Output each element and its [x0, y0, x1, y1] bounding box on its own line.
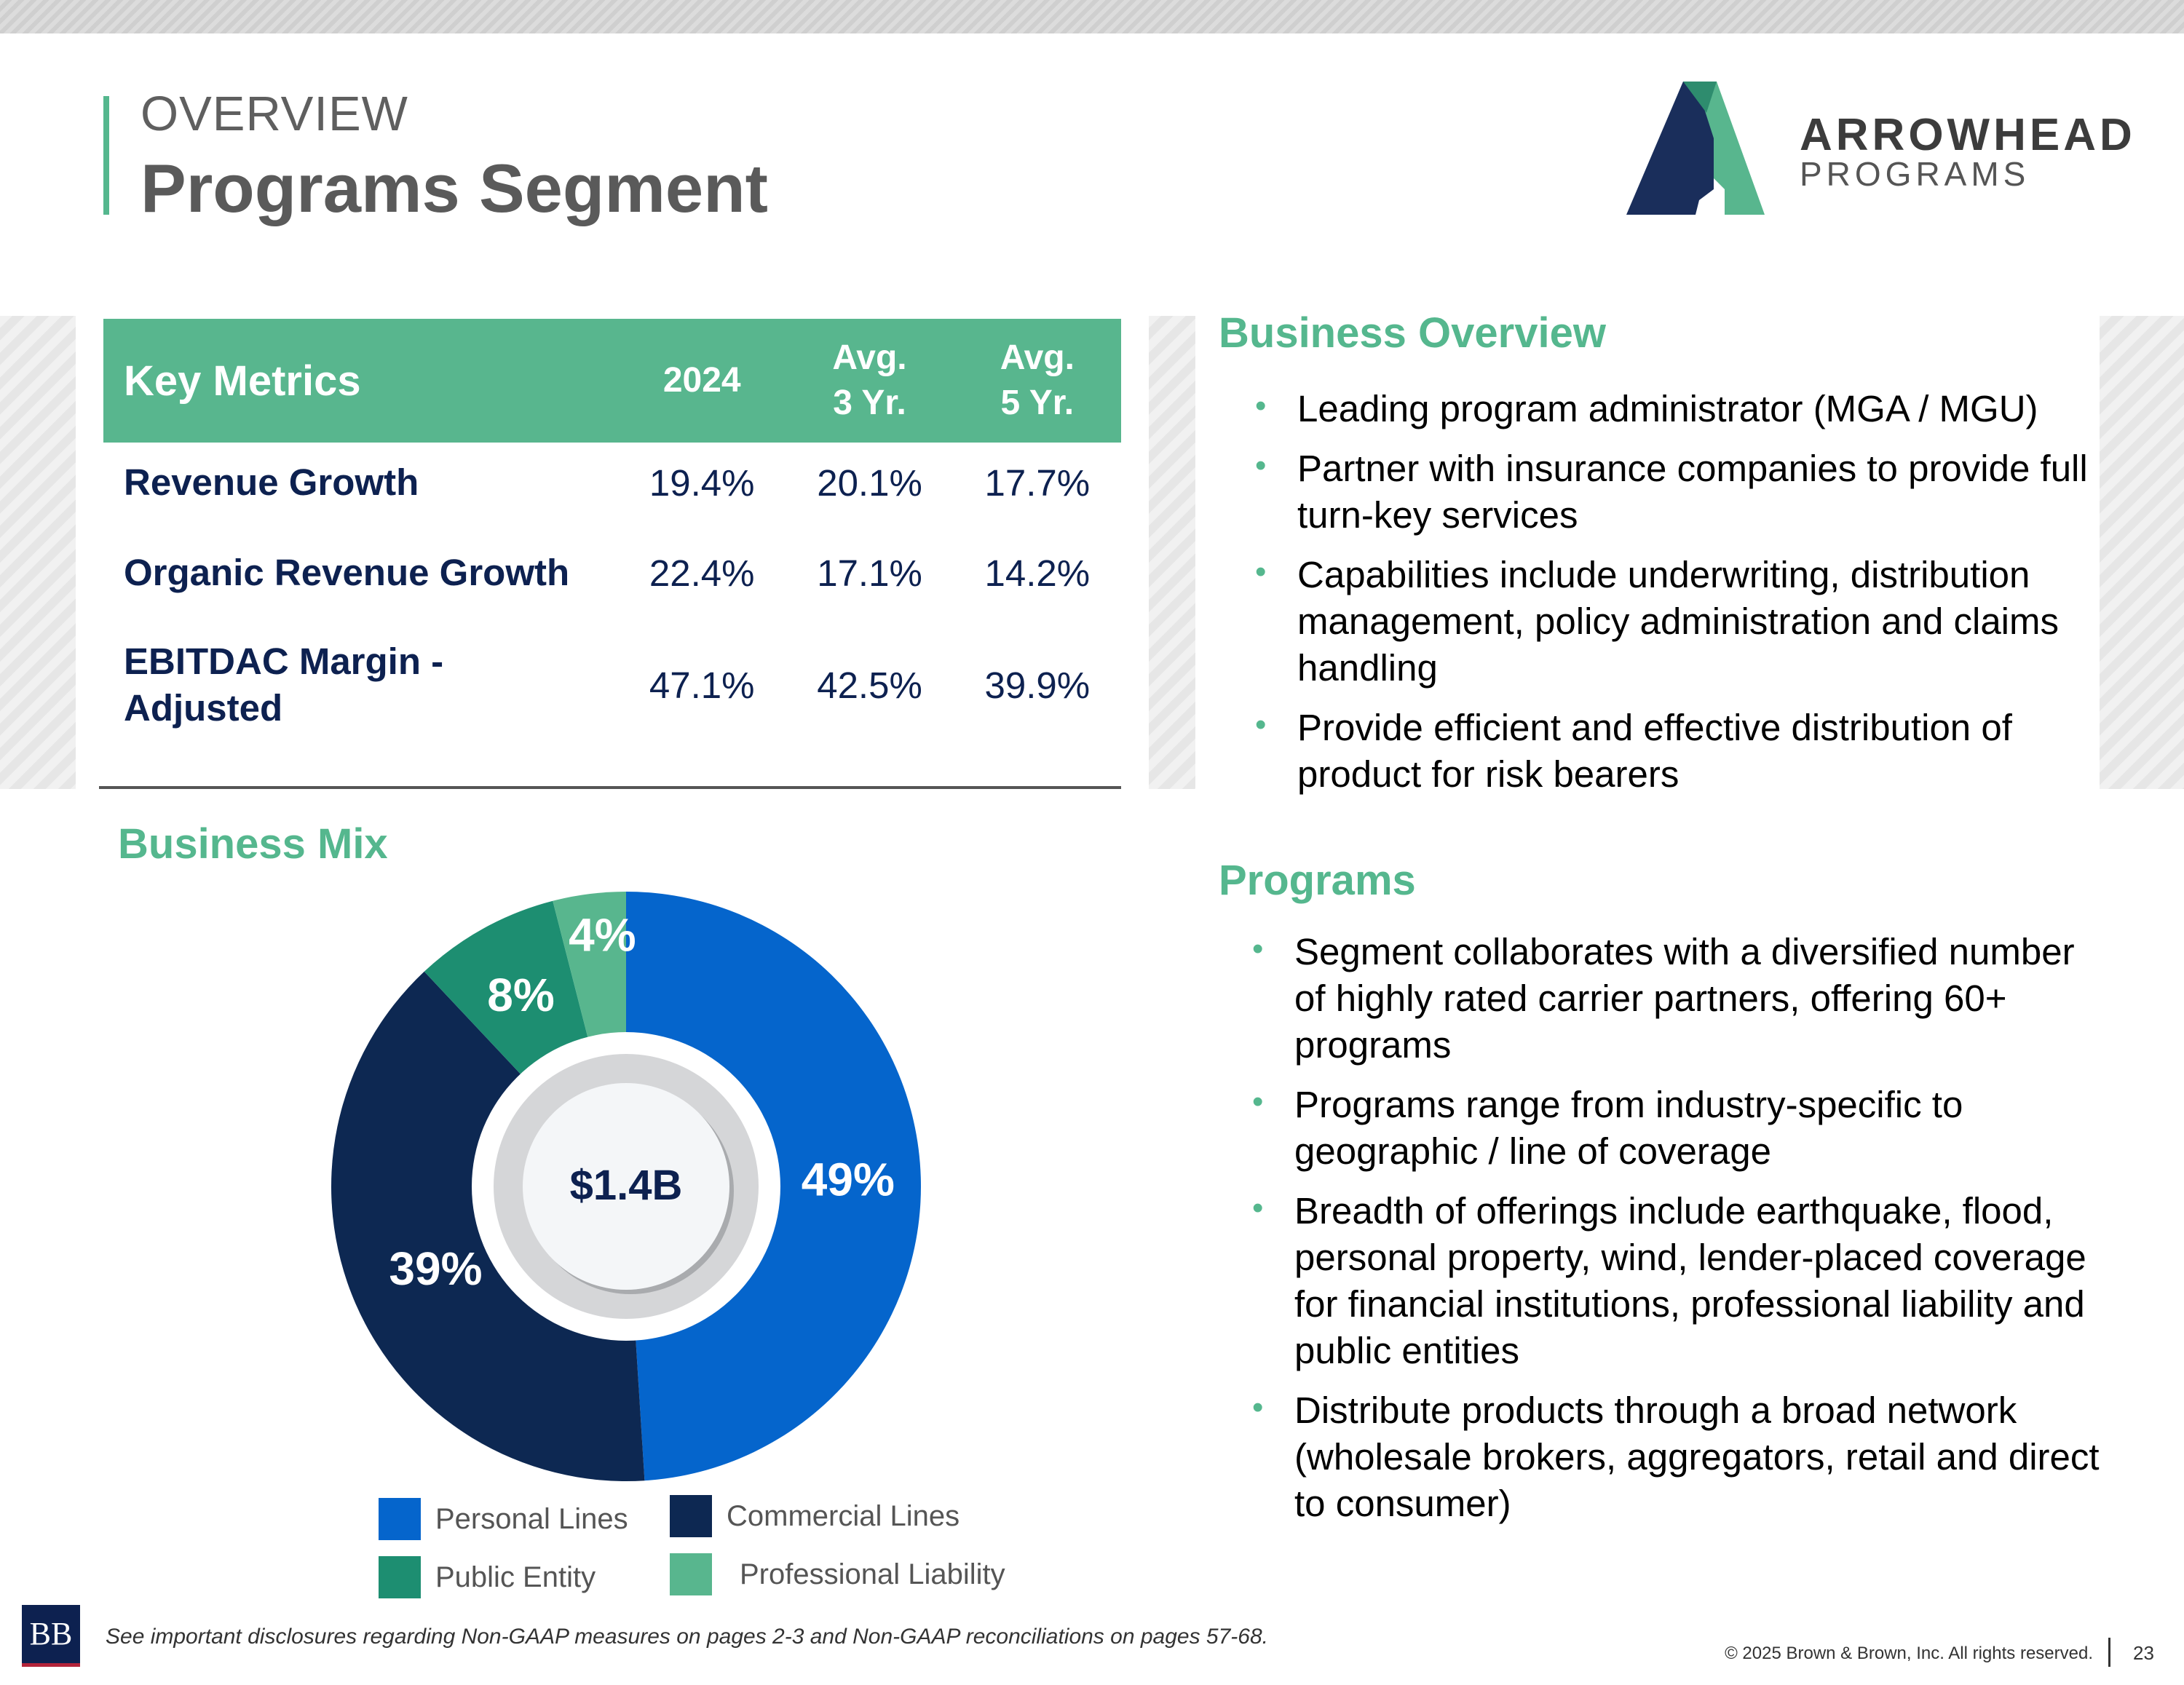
- list-item: • Provide efficient and effective distrib…: [1252, 705, 2111, 798]
- list-item: • Distribute products through a broad net…: [1249, 1387, 2108, 1527]
- page-number: 23: [2133, 1642, 2154, 1664]
- legend-personal-lines: Personal Lines: [379, 1498, 628, 1540]
- list-item: • Partner with insurance companies to pro…: [1252, 445, 2111, 539]
- eyebrow-label: OVERVIEW: [141, 87, 408, 141]
- cell-avg5: 14.2%: [984, 552, 1091, 594]
- list-item: • Breadth of offerings include earthquake…: [1249, 1188, 2108, 1374]
- key-metrics-header: Key Metrics 2024 Avg. 3 Yr. Avg. 5 Yr.: [103, 319, 1121, 443]
- logo-wordmark-top: ARROWHEAD: [1800, 110, 2136, 160]
- copyright-text: © 2025 Brown & Brown, Inc. All rights re…: [1725, 1644, 2093, 1663]
- table-row-ebitdac-margin: EBITDAC Margin - Adjusted 47.1% 42.5% 39.…: [103, 623, 1121, 747]
- cell-avg3: 20.1%: [817, 461, 922, 504]
- bullet-icon: •: [1255, 554, 1267, 590]
- arrowhead-logo: [1626, 82, 1765, 215]
- legend-swatch: [670, 1553, 712, 1595]
- right-side-stripe: [2100, 316, 2184, 789]
- list-item: • Segment collaborates with a diversified…: [1249, 929, 2108, 1069]
- brown-and-brown-logo: BB: [22, 1605, 80, 1663]
- business-overview-heading: Business Overview: [1219, 309, 1606, 357]
- legend-public-entity: Public Entity: [379, 1556, 596, 1598]
- col-header-avg3: Avg. 3 Yr.: [832, 338, 907, 422]
- business-mix-donut-chart: $1.4B 49% 39% 8% 4%: [331, 892, 921, 1481]
- cell-2024: 47.1%: [649, 664, 755, 706]
- row-label: Revenue Growth: [124, 461, 419, 503]
- cell-2024: 19.4%: [649, 461, 755, 504]
- bullet-icon: •: [1255, 448, 1267, 483]
- row-label: EBITDAC Margin - Adjusted: [124, 641, 444, 729]
- donut-label-personal-lines: 49%: [802, 1153, 895, 1205]
- legend-swatch: [670, 1495, 712, 1537]
- cell-avg5: 17.7%: [984, 461, 1091, 504]
- top-stripe: [0, 0, 2184, 33]
- legend-commercial-lines: Commercial Lines: [670, 1495, 960, 1537]
- table-row-revenue-growth: Revenue Growth 19.4% 20.1% 17.7%: [103, 443, 1121, 523]
- cell-avg5: 39.9%: [984, 664, 1091, 706]
- bullet-icon: •: [1252, 1389, 1264, 1425]
- donut-label-commercial-lines: 39%: [389, 1242, 482, 1295]
- logo-right-mark: [1696, 82, 1765, 215]
- key-metrics-table: Key Metrics 2024 Avg. 3 Yr. Avg. 5 Yr. Rev…: [103, 319, 1121, 747]
- list-item: • Programs range from industry-specific t…: [1249, 1082, 2108, 1175]
- bullet-icon: •: [1252, 1190, 1264, 1226]
- bullet-icon: •: [1252, 1084, 1264, 1119]
- logo-wordmark-bottom: PROGRAMS: [1800, 155, 2030, 193]
- bullet-icon: •: [1255, 388, 1267, 424]
- logo-underline: [22, 1663, 80, 1667]
- table-bottom-rule: [99, 786, 1121, 789]
- cell-2024: 22.4%: [649, 552, 755, 594]
- key-metrics-title: Key Metrics: [124, 357, 361, 405]
- donut-label-public-entity: 8%: [487, 969, 555, 1021]
- logo-mid-mark: [1683, 82, 1717, 113]
- legend-swatch: [379, 1498, 421, 1540]
- page-title: Programs Segment: [141, 150, 768, 226]
- disclosure-note: See important disclosures regarding Non-…: [106, 1625, 1268, 1649]
- center-disc: [523, 1083, 729, 1290]
- programs-list: • Segment collaborates with a diversified…: [1249, 929, 2108, 1540]
- table-row-organic-revenue-growth: Organic Revenue Growth 22.4% 17.1% 14.2%: [103, 523, 1121, 623]
- cell-avg3: 42.5%: [817, 664, 922, 706]
- left-side-stripe: [0, 316, 76, 789]
- row-label: Organic Revenue Growth: [124, 552, 570, 593]
- col-header-2024: 2024: [662, 361, 741, 400]
- title-accent-bar: [103, 96, 109, 215]
- middle-side-stripe: [1149, 316, 1195, 789]
- donut-label-professional-liability: 4%: [569, 909, 636, 962]
- list-item: • Capabilities include underwriting, dist…: [1252, 552, 2111, 691]
- bullet-icon: •: [1255, 707, 1267, 742]
- programs-heading: Programs: [1219, 857, 1416, 904]
- business-mix-heading: Business Mix: [118, 820, 388, 868]
- center-total-label: $1.4B: [570, 1162, 683, 1209]
- logo-left-mark: [1626, 82, 1714, 215]
- cell-avg3: 17.1%: [817, 552, 922, 594]
- legend-swatch: [379, 1556, 421, 1598]
- legend-professional-liability: Professional Liability: [670, 1553, 1005, 1595]
- bullet-icon: •: [1252, 931, 1264, 967]
- business-overview-list: • Leading program administrator (MGA / MG…: [1252, 386, 2111, 811]
- list-item: • Leading program administrator (MGA / MG…: [1252, 386, 2111, 432]
- col-header-avg5: Avg. 5 Yr.: [1000, 338, 1075, 422]
- footer-separator: [2108, 1638, 2110, 1667]
